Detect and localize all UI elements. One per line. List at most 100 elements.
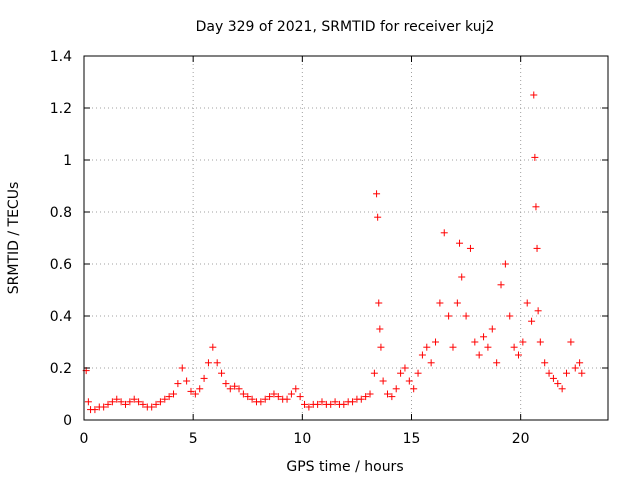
data-point xyxy=(549,374,557,382)
y-tick-label: 0.4 xyxy=(50,309,72,325)
chart-title: Day 329 of 2021, SRMTID for receiver kuj… xyxy=(196,19,495,35)
data-point xyxy=(501,260,509,268)
data-point xyxy=(139,400,147,408)
data-point xyxy=(318,398,326,406)
data-point xyxy=(458,273,466,281)
data-point xyxy=(514,351,522,359)
data-point xyxy=(91,406,99,414)
data-point xyxy=(226,385,234,393)
data-point xyxy=(534,307,542,315)
data-point xyxy=(126,398,134,406)
y-tick-label: 1 xyxy=(63,153,72,169)
data-point xyxy=(567,338,575,346)
data-point xyxy=(362,393,370,401)
data-point xyxy=(392,385,400,393)
data-point xyxy=(161,395,169,403)
data-point xyxy=(533,244,541,252)
data-point xyxy=(397,369,405,377)
data-point xyxy=(563,369,571,377)
data-point xyxy=(370,369,378,377)
data-point xyxy=(571,364,579,372)
data-point xyxy=(440,229,448,237)
data-point xyxy=(170,390,178,398)
data-point xyxy=(374,213,382,221)
data-point xyxy=(576,359,584,367)
y-axis-label: SRMTID / TECUs xyxy=(6,182,22,295)
data-point xyxy=(274,393,282,401)
data-point xyxy=(130,395,138,403)
data-point xyxy=(484,343,492,351)
data-point xyxy=(196,385,204,393)
data-point xyxy=(239,390,247,398)
data-point xyxy=(84,398,92,406)
data-point xyxy=(104,400,112,408)
data-point xyxy=(519,338,527,346)
y-tick-label: 0.2 xyxy=(50,361,72,377)
data-point xyxy=(266,393,274,401)
data-point xyxy=(327,400,335,408)
data-point xyxy=(213,359,221,367)
data-point xyxy=(379,377,387,385)
data-point xyxy=(541,359,549,367)
data-point xyxy=(445,312,453,320)
data-point xyxy=(449,343,457,351)
data-point xyxy=(432,338,440,346)
x-tick-labels: 0 5 10 15 20 xyxy=(80,431,530,447)
data-point xyxy=(375,299,383,307)
data-point xyxy=(423,343,431,351)
data-point xyxy=(466,244,474,252)
data-point xyxy=(493,359,501,367)
data-point xyxy=(471,338,479,346)
data-point xyxy=(100,403,108,411)
x-tick-label: 10 xyxy=(293,431,311,447)
data-point xyxy=(366,390,374,398)
data-point xyxy=(497,281,505,289)
data-point xyxy=(261,395,269,403)
data-point xyxy=(296,393,304,401)
data-point xyxy=(209,343,217,351)
data-point xyxy=(453,299,461,307)
data-point xyxy=(113,395,121,403)
data-point xyxy=(117,398,125,406)
data-point xyxy=(340,400,348,408)
data-point xyxy=(410,385,418,393)
data-point xyxy=(283,395,291,403)
data-point xyxy=(244,393,252,401)
data-point xyxy=(528,317,536,325)
data-point xyxy=(558,385,566,393)
data-point xyxy=(475,351,483,359)
y-tick-label: 0 xyxy=(63,413,72,429)
x-tick-label: 15 xyxy=(403,431,421,447)
y-tick-label: 1.2 xyxy=(50,101,72,117)
data-point xyxy=(135,398,143,406)
data-point xyxy=(536,338,544,346)
data-point xyxy=(148,403,156,411)
data-point xyxy=(554,380,562,388)
data-point xyxy=(510,343,518,351)
data-point xyxy=(257,398,265,406)
data-point xyxy=(532,203,540,211)
data-point xyxy=(183,377,191,385)
data-point xyxy=(231,382,239,390)
data-point xyxy=(222,380,230,388)
data-point xyxy=(331,398,339,406)
data-point xyxy=(373,190,381,198)
data-point xyxy=(436,299,444,307)
data-point xyxy=(292,385,300,393)
data-point xyxy=(530,91,538,99)
data-point xyxy=(165,393,173,401)
x-tick-label: 0 xyxy=(80,431,89,447)
data-point xyxy=(218,369,226,377)
data-point xyxy=(152,400,160,408)
data-point xyxy=(301,400,309,408)
data-point xyxy=(187,387,195,395)
grid-lines xyxy=(84,56,608,420)
y-tick-label: 1.4 xyxy=(50,49,72,65)
data-point xyxy=(578,369,586,377)
plot-frame xyxy=(83,55,609,421)
data-point xyxy=(108,398,116,406)
data-point xyxy=(314,400,322,408)
data-point xyxy=(121,400,129,408)
data-point xyxy=(388,393,396,401)
data-points xyxy=(82,91,586,414)
